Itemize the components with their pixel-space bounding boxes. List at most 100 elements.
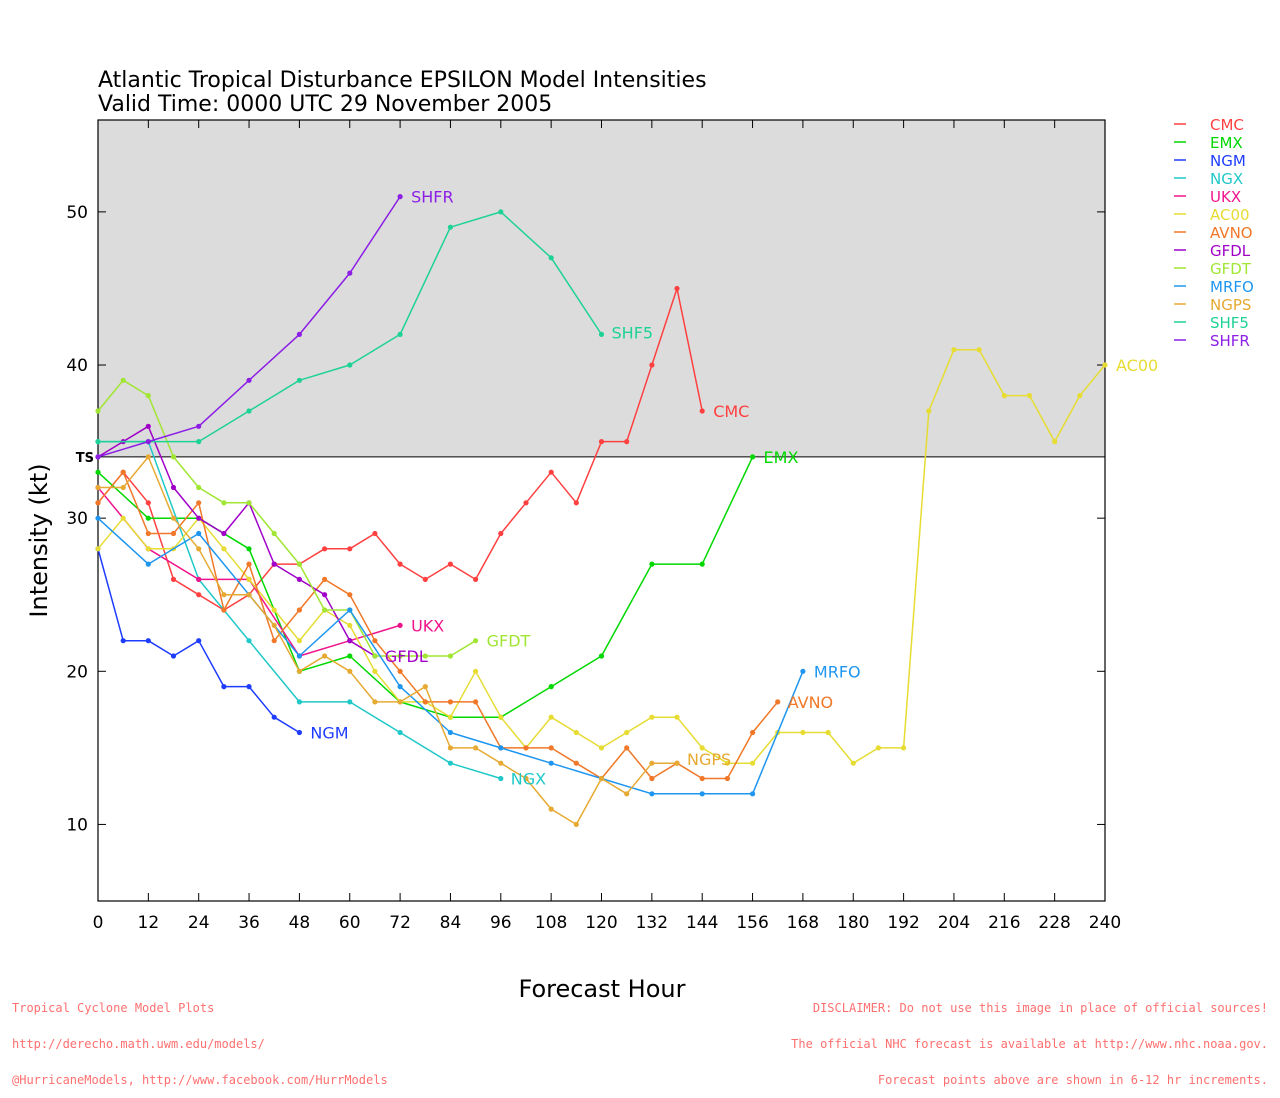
data-point-ngx [246,638,252,644]
data-point-ngps [271,622,277,629]
series-end-label-gfdt: GFDT [487,632,531,651]
data-point-ngx [347,699,353,705]
legend-label-ac00: AC00 [1210,206,1250,224]
footer-credit-line: Tropical Cyclone Model Plots [12,1001,215,1015]
series-end-label-ac00: AC00 [1116,356,1158,375]
data-point-cmc [347,546,353,552]
series-gfdl [95,423,378,659]
data-point-ngps [447,745,453,751]
data-point-shfr [347,270,353,276]
data-point-avno [347,592,353,598]
data-point-ngps [221,592,227,598]
x-tick-label: 96 [490,913,512,933]
x-tick-label: 72 [389,913,411,933]
data-point-ngx [397,729,403,736]
data-point-shfr [95,454,101,460]
data-point-ngx [498,775,504,782]
data-point-mrfo [800,668,806,674]
data-point-gfdt [422,653,428,659]
data-point-avno [246,561,252,567]
data-point-cmc [548,469,554,475]
data-point-cmc [397,561,403,567]
data-point-ac00 [372,668,378,674]
data-point-ngps [170,515,177,521]
data-point-cmc [699,408,705,414]
data-point-shf5 [246,408,252,414]
data-point-ngm [120,638,126,644]
data-point-ngps [372,699,378,705]
data-point-avno [221,607,227,613]
data-point-ac00 [649,714,655,720]
disclaimer-line: DISCLAIMER: Do not use this image in pla… [812,1001,1268,1015]
data-point-ngps [296,668,302,674]
data-point-cmc [624,439,630,445]
data-point-mrfo [397,684,403,690]
data-point-avno [170,530,177,537]
data-point-ac00 [800,729,806,736]
data-point-mrfo [750,791,756,797]
series-ngps [95,454,680,828]
data-point-gfdt [271,530,277,537]
x-tick-label: 12 [138,913,160,933]
series-end-label-emx: EMX [764,448,799,467]
data-point-ac00 [1102,362,1108,368]
series-end-label-ngps: NGPS [687,750,731,769]
data-point-ngps [397,699,403,705]
data-point-gfdl [347,638,353,644]
data-point-shf5 [397,331,403,337]
data-point-gfdl [322,592,328,598]
y-axis-label: Intensity (kt) [25,463,53,617]
data-point-ngps [145,454,151,460]
legend-label-ukx: UKX [1210,188,1241,206]
data-point-gfdl [145,423,151,429]
data-point-shfr [397,194,403,200]
data-point-ac00 [598,745,605,751]
legend-label-gfdl: GFDL [1210,242,1251,260]
data-point-cmc [145,500,151,506]
data-point-shf5 [498,209,504,215]
x-tick-label: 204 [938,913,970,933]
data-point-avno [573,760,579,766]
legend-label-shfr: SHFR [1210,332,1250,350]
data-point-ngps [473,745,479,751]
disclaimer-increments-line: Forecast points above are shown in 6-12 … [877,1073,1268,1087]
data-point-ac00 [95,546,101,552]
series-layer [95,194,1108,828]
x-axis-label: Forecast Hour [519,975,686,1003]
series-shfr [95,194,403,460]
data-point-ac00 [221,546,227,552]
data-point-mrfo [699,791,705,797]
data-point-emx [699,561,705,567]
data-point-mrfo [498,745,504,751]
series-line-gfdt [97,379,476,657]
data-point-ac00 [548,714,554,720]
data-point-shfr [145,439,151,445]
x-tick-label: 24 [188,913,210,933]
data-point-shf5 [548,255,554,261]
data-point-gfdt [170,454,177,460]
data-point-gfdt [447,653,453,659]
x-tick-label: 132 [636,913,668,933]
chart-subtitle: Valid Time: 0000 UTC 29 November 2005 [98,92,552,117]
data-point-avno [372,638,378,644]
x-tick-label: 168 [787,913,819,933]
legend-label-ngx: NGX [1210,170,1243,188]
data-point-mrfo [347,607,353,613]
series-end-label-ngm: NGM [310,724,348,743]
data-point-ngm [221,684,227,690]
y-tick-label: 20 [66,662,88,682]
data-point-ngps [196,546,202,552]
data-point-cmc [498,530,504,537]
footer-disclaimer: DISCLAIMER: Do not use this image in pla… [791,978,1268,1098]
data-point-avno [322,576,328,583]
data-point-shf5 [447,224,453,230]
data-point-avno [473,699,479,705]
x-tick-label: 156 [736,913,768,933]
legend-label-mrfo: MRFO [1210,278,1254,296]
data-point-ac00 [1001,393,1007,399]
series-end-label-cmc: CMC [713,402,749,421]
series-end-label-avno: AVNO [788,693,833,712]
series-avno [95,469,781,782]
data-point-ngm [170,653,177,659]
data-point-gfdt [221,500,227,506]
